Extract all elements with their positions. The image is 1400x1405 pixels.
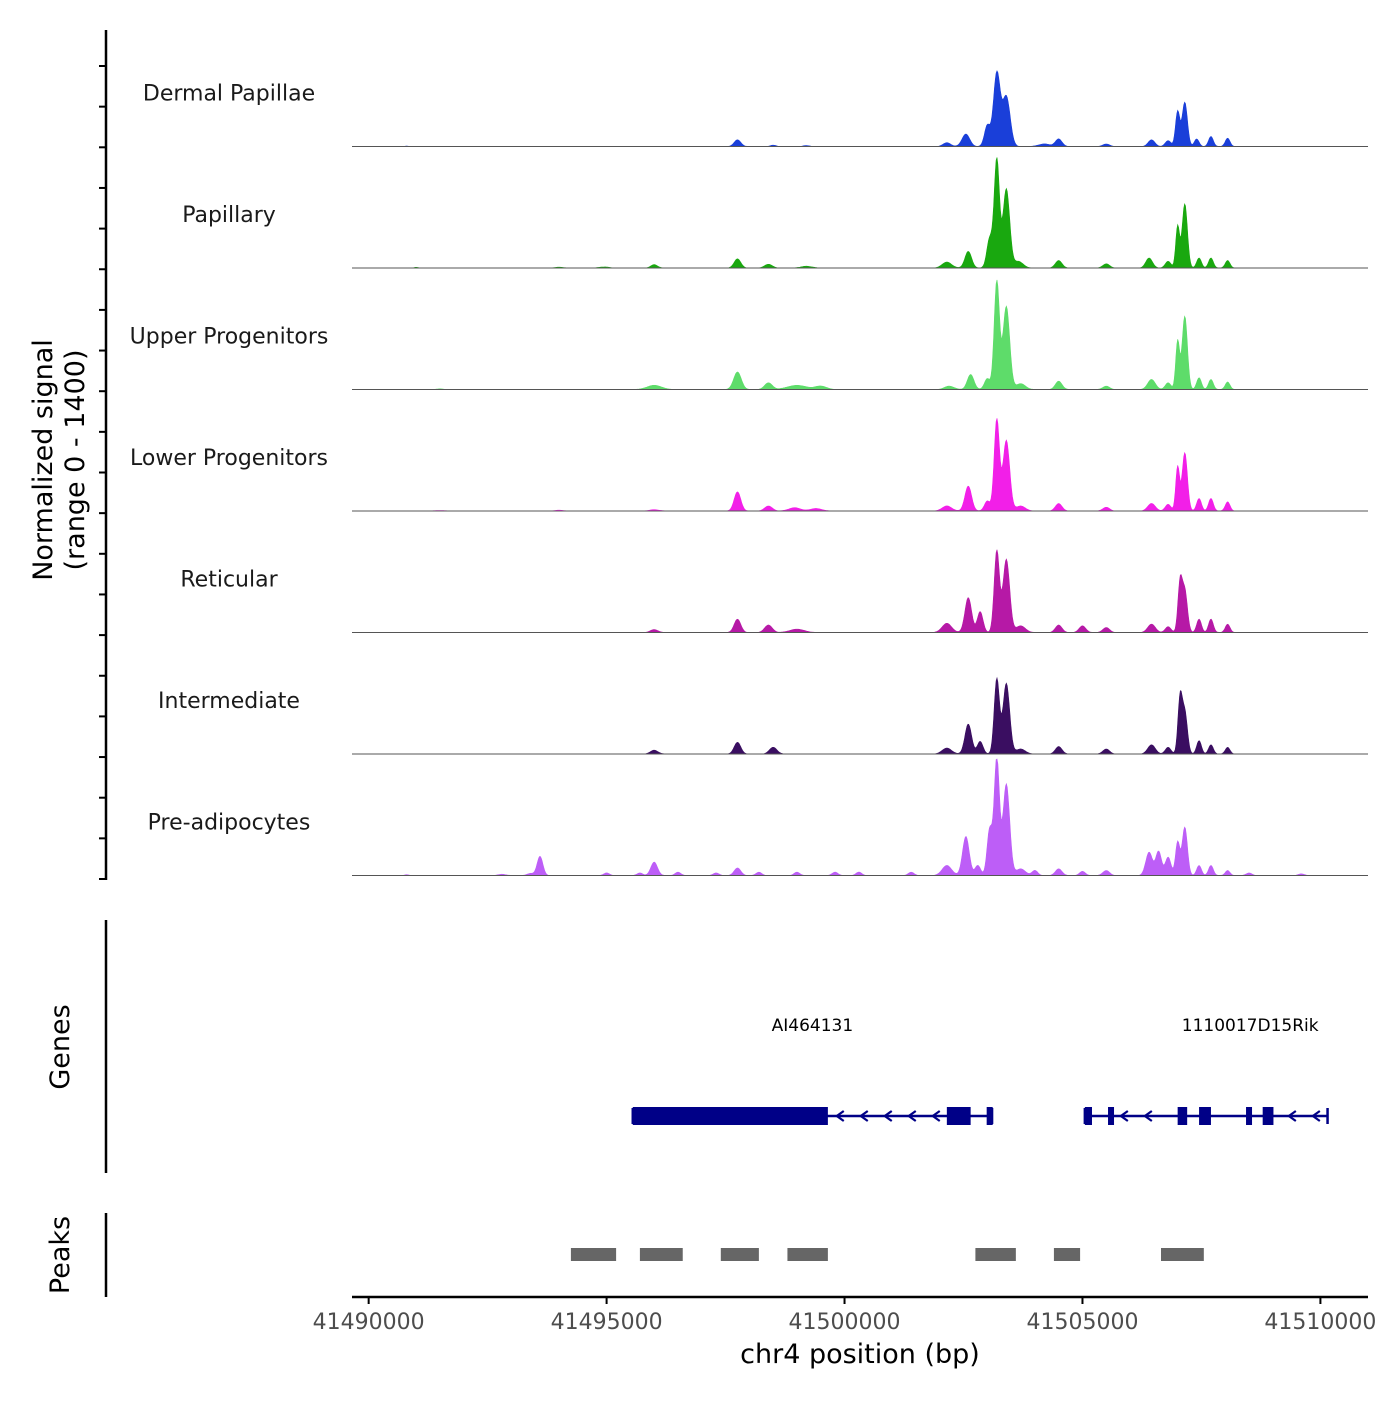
y-axis-title: Normalized signal (range 0 - 1400) [28,339,91,581]
signal-area [352,676,1369,755]
x-tick-label: 41500000 [789,1310,901,1335]
strand-arrow [1310,1110,1321,1122]
genes-axis-title: Genes [45,1004,76,1089]
peak-region [787,1248,828,1261]
x-tick-label: 41490000 [313,1310,425,1335]
strand-arrow [834,1110,845,1122]
gene-exon [1177,1107,1188,1125]
gene-label: 1110017D15Rik [1182,1016,1319,1036]
peak-region [639,1248,683,1261]
track-label: Dermal Papillae [143,82,315,107]
signal-area [352,70,1369,147]
track-reticular: Reticular [180,549,1369,633]
x-tick-label: 41495000 [551,1310,663,1335]
peaks-track: Peaks [45,1213,1204,1297]
gene-exon-small [1246,1107,1253,1125]
x-tick-label: 41510000 [1264,1310,1376,1335]
strand-arrow [1118,1110,1129,1122]
signal-area [352,418,1369,512]
gene-exon [946,1107,971,1125]
peak-region [975,1248,1016,1261]
track-label: Papillary [182,203,276,228]
track-label: Pre-adipocytes [148,811,311,836]
signal-area [352,279,1369,390]
track-label: Upper Progenitors [130,325,329,350]
gene-exon-small [1267,1107,1274,1125]
track-dermal-papillae: Dermal Papillae [143,70,1369,147]
strand-arrow [882,1110,893,1122]
y-axis-title-line2: (range 0 - 1400) [60,350,91,571]
signal-area [352,758,1369,876]
strand-arrow [858,1110,869,1122]
track-lower-progenitors: Lower Progenitors [130,418,1369,512]
genes-track: Genes AI464131 1110017D15Rik [45,920,1329,1173]
signal-area [352,549,1369,633]
gene-exon-small [1262,1107,1269,1125]
gene-exon-small [986,1107,993,1125]
x-axis: chr4 position (bp) 41490000 41495000 41500… [313,1295,1376,1370]
coverage-y-axis [99,30,108,880]
gene-label: AI464131 [772,1016,854,1036]
peak-region [1053,1248,1081,1261]
gene-exon [1199,1107,1211,1125]
gene-exon [1084,1107,1092,1125]
strand-arrow [1286,1110,1297,1122]
strand-arrow [930,1110,941,1122]
track-upper-progenitors: Upper Progenitors [130,279,1369,390]
peak-region [1160,1248,1204,1261]
gene-exon [632,1107,828,1125]
x-axis-title: chr4 position (bp) [740,1339,980,1370]
strand-arrow [1142,1110,1153,1122]
y-axis-title-line1: Normalized signal [28,339,59,581]
track-label: Intermediate [158,689,300,714]
gene-exon-small [1108,1107,1115,1125]
peak-region [570,1248,617,1261]
track-papillary: Papillary [182,157,1369,269]
track-pre-adipocytes: Pre-adipocytes [148,758,1369,876]
peak-region [720,1248,759,1261]
track-intermediate: Intermediate [158,676,1369,755]
coverage-tracks: Dermal Papillae Papillary Upper Progenitor… [130,70,1369,876]
track-label: Lower Progenitors [130,446,328,471]
peaks-axis-title: Peaks [45,1216,76,1294]
gene-ai464131: AI464131 [631,1016,994,1125]
strand-arrow [906,1110,917,1122]
x-tick-label: 41505000 [1026,1310,1138,1335]
track-label: Reticular [180,568,278,593]
signal-area [352,157,1369,269]
gene-1110017d15rik: 1110017D15Rik [1083,1016,1329,1125]
